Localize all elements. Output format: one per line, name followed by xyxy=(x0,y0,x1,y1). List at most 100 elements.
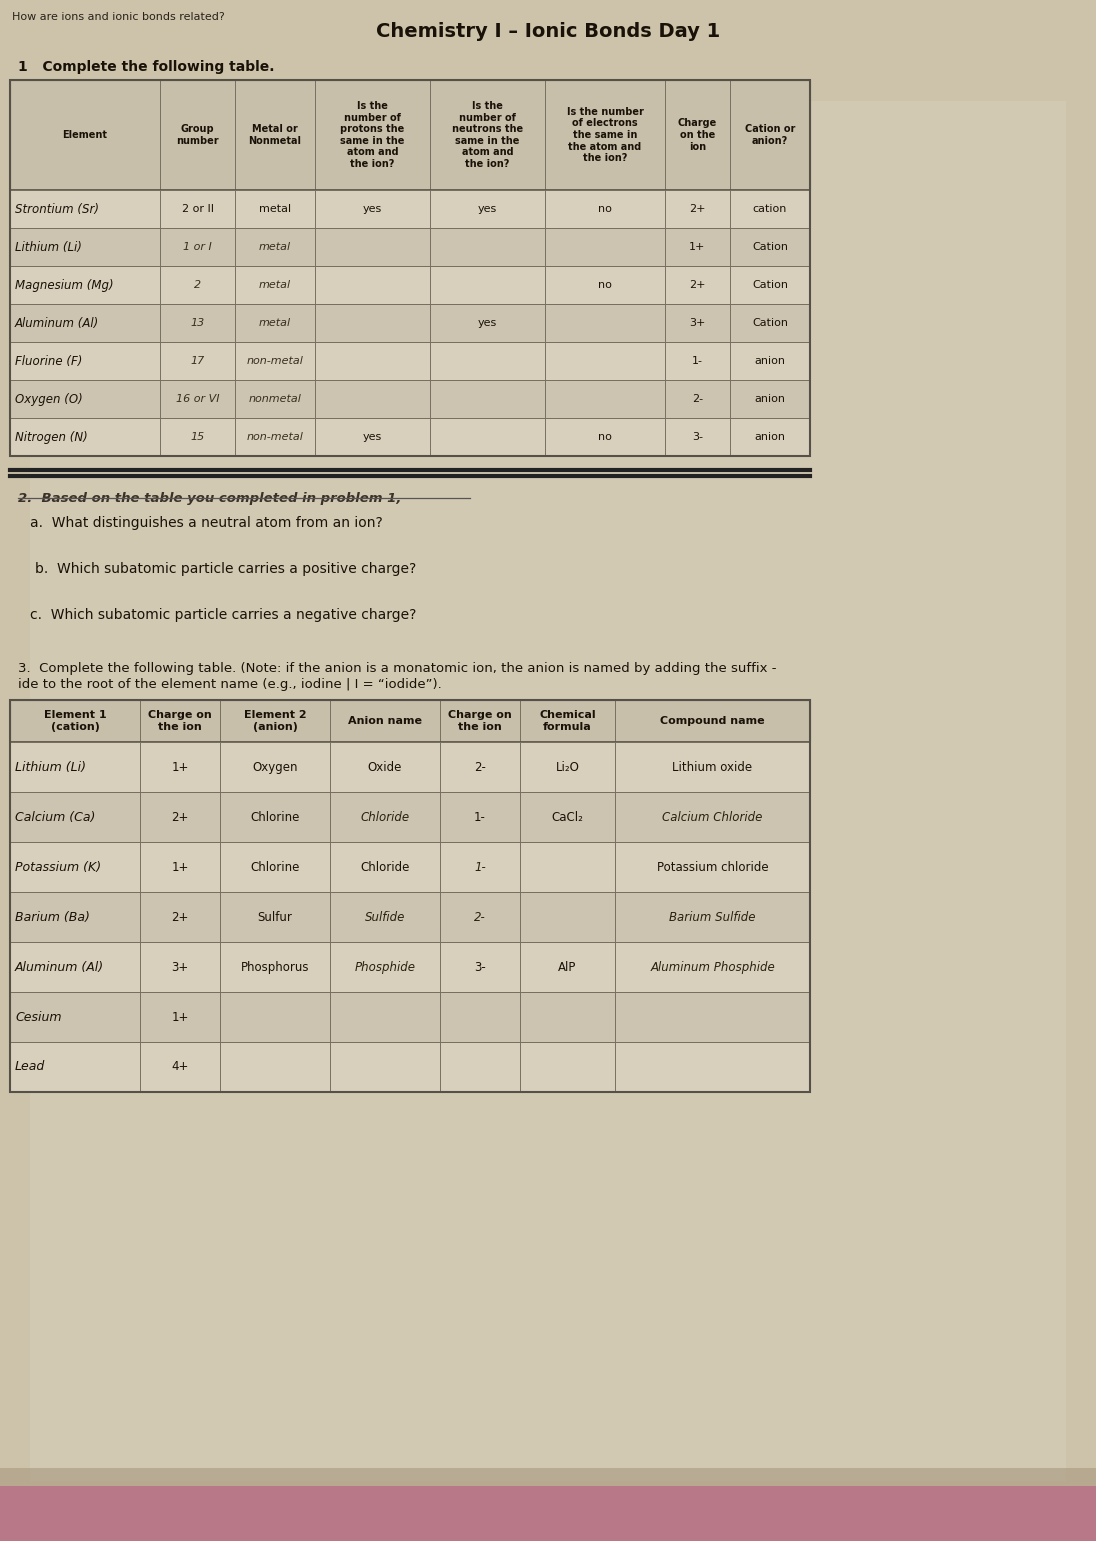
Text: anion: anion xyxy=(754,356,786,367)
Text: 3.  Complete the following table. (Note: if the anion is a monatomic ion, the an: 3. Complete the following table. (Note: … xyxy=(18,663,776,675)
Text: Metal or
Nonmetal: Metal or Nonmetal xyxy=(249,125,301,146)
Text: yes: yes xyxy=(478,203,498,214)
Text: metal: metal xyxy=(259,317,292,328)
Text: Strontium (Sr): Strontium (Sr) xyxy=(15,202,99,216)
Text: 4+: 4+ xyxy=(171,1060,189,1074)
Text: Anion name: Anion name xyxy=(349,717,422,726)
Text: 3-: 3- xyxy=(692,431,703,442)
Text: no: no xyxy=(598,431,612,442)
Text: non-metal: non-metal xyxy=(247,356,304,367)
Bar xyxy=(10,992,810,1042)
Text: metal: metal xyxy=(259,280,292,290)
Text: Element 1
(cation): Element 1 (cation) xyxy=(44,710,106,732)
Text: Oxygen (O): Oxygen (O) xyxy=(15,393,83,405)
Bar xyxy=(10,80,810,190)
Text: Group
number: Group number xyxy=(176,125,219,146)
Text: 2+: 2+ xyxy=(171,811,189,823)
Text: Aluminum (Al): Aluminum (Al) xyxy=(15,316,100,330)
Text: 3-: 3- xyxy=(475,960,486,974)
Text: 15: 15 xyxy=(191,431,205,442)
Text: ide to the root of the element name (e.g., iodine | I = “iodide”).: ide to the root of the element name (e.g… xyxy=(18,678,442,690)
Bar xyxy=(10,342,810,381)
Text: Compound name: Compound name xyxy=(660,717,765,726)
Text: Cation: Cation xyxy=(752,280,788,290)
Text: Phosphorus: Phosphorus xyxy=(241,960,309,974)
Text: yes: yes xyxy=(363,431,383,442)
Text: Li₂O: Li₂O xyxy=(556,761,580,774)
Text: b.  Which subatomic particle carries a positive charge?: b. Which subatomic particle carries a po… xyxy=(35,562,416,576)
Bar xyxy=(10,190,810,228)
Text: 2 or II: 2 or II xyxy=(182,203,214,214)
Text: Potassium (K): Potassium (K) xyxy=(15,860,101,874)
Bar xyxy=(10,743,810,792)
Bar xyxy=(10,792,810,841)
Text: nonmetal: nonmetal xyxy=(249,394,301,404)
Text: 2-: 2- xyxy=(475,911,486,923)
Text: Element: Element xyxy=(62,129,107,140)
Text: metal: metal xyxy=(259,242,292,253)
Text: Calcium (Ca): Calcium (Ca) xyxy=(15,811,95,823)
Text: CaCl₂: CaCl₂ xyxy=(551,811,583,823)
Text: 13: 13 xyxy=(191,317,205,328)
Text: Chemical
formula: Chemical formula xyxy=(539,710,596,732)
Text: 1 or I: 1 or I xyxy=(183,242,212,253)
Text: Phosphide: Phosphide xyxy=(354,960,415,974)
Text: Oxide: Oxide xyxy=(368,761,402,774)
Text: no: no xyxy=(598,280,612,290)
Bar xyxy=(0,1469,1096,1486)
Text: 17: 17 xyxy=(191,356,205,367)
Text: 1-: 1- xyxy=(475,860,486,874)
Text: 2-: 2- xyxy=(692,394,703,404)
Bar xyxy=(10,892,810,942)
Text: 1+: 1+ xyxy=(171,1011,189,1023)
Text: Barium (Ba): Barium (Ba) xyxy=(15,911,90,923)
Text: Potassium chloride: Potassium chloride xyxy=(657,860,768,874)
Bar xyxy=(0,1486,1096,1541)
Text: Lithium (Li): Lithium (Li) xyxy=(15,761,85,774)
Bar xyxy=(10,700,810,743)
Text: 1   Complete the following table.: 1 Complete the following table. xyxy=(18,60,274,74)
Text: Is the
number of
neutrons the
same in the
atom and
the ion?: Is the number of neutrons the same in th… xyxy=(452,102,523,170)
Text: Chlorine: Chlorine xyxy=(250,860,299,874)
Text: non-metal: non-metal xyxy=(247,431,304,442)
Text: yes: yes xyxy=(478,317,498,328)
Text: Lithium oxide: Lithium oxide xyxy=(673,761,753,774)
Text: c.  Which subatomic particle carries a negative charge?: c. Which subatomic particle carries a ne… xyxy=(30,609,416,623)
Text: yes: yes xyxy=(363,203,383,214)
Text: Calcium Chloride: Calcium Chloride xyxy=(662,811,763,823)
Text: 2-: 2- xyxy=(475,761,486,774)
Text: Charge
on the
ion: Charge on the ion xyxy=(677,119,717,151)
Text: Chlorine: Chlorine xyxy=(250,811,299,823)
Text: Barium Sulfide: Barium Sulfide xyxy=(670,911,756,923)
Text: Sulfur: Sulfur xyxy=(258,911,293,923)
Text: 2+: 2+ xyxy=(689,203,706,214)
Text: Is the number
of electrons
the same in
the atom and
the ion?: Is the number of electrons the same in t… xyxy=(567,106,643,163)
Bar xyxy=(10,228,810,267)
Text: Oxygen: Oxygen xyxy=(252,761,298,774)
Text: Element 2
(anion): Element 2 (anion) xyxy=(243,710,306,732)
Text: metal: metal xyxy=(259,203,292,214)
Text: Charge on
the ion: Charge on the ion xyxy=(148,710,212,732)
Text: Cation: Cation xyxy=(752,242,788,253)
Text: 2+: 2+ xyxy=(171,911,189,923)
Text: 1+: 1+ xyxy=(171,860,189,874)
Text: Lead: Lead xyxy=(15,1060,45,1074)
Text: 1-: 1- xyxy=(692,356,703,367)
Text: anion: anion xyxy=(754,394,786,404)
Bar xyxy=(10,267,810,304)
Bar xyxy=(30,102,1066,1481)
Text: Sulfide: Sulfide xyxy=(365,911,406,923)
Text: Chemistry I – Ionic Bonds Day 1: Chemistry I – Ionic Bonds Day 1 xyxy=(376,22,720,42)
Text: 3+: 3+ xyxy=(171,960,189,974)
Bar xyxy=(10,700,810,1093)
Bar xyxy=(10,304,810,342)
Bar xyxy=(10,942,810,992)
Text: Chloride: Chloride xyxy=(361,811,410,823)
Text: anion: anion xyxy=(754,431,786,442)
Text: Aluminum (Al): Aluminum (Al) xyxy=(15,960,104,974)
Text: Cation: Cation xyxy=(752,317,788,328)
Text: Nitrogen (N): Nitrogen (N) xyxy=(15,430,88,444)
Bar xyxy=(10,1042,810,1093)
Text: 1+: 1+ xyxy=(689,242,706,253)
Text: Cation or
anion?: Cation or anion? xyxy=(745,125,796,146)
